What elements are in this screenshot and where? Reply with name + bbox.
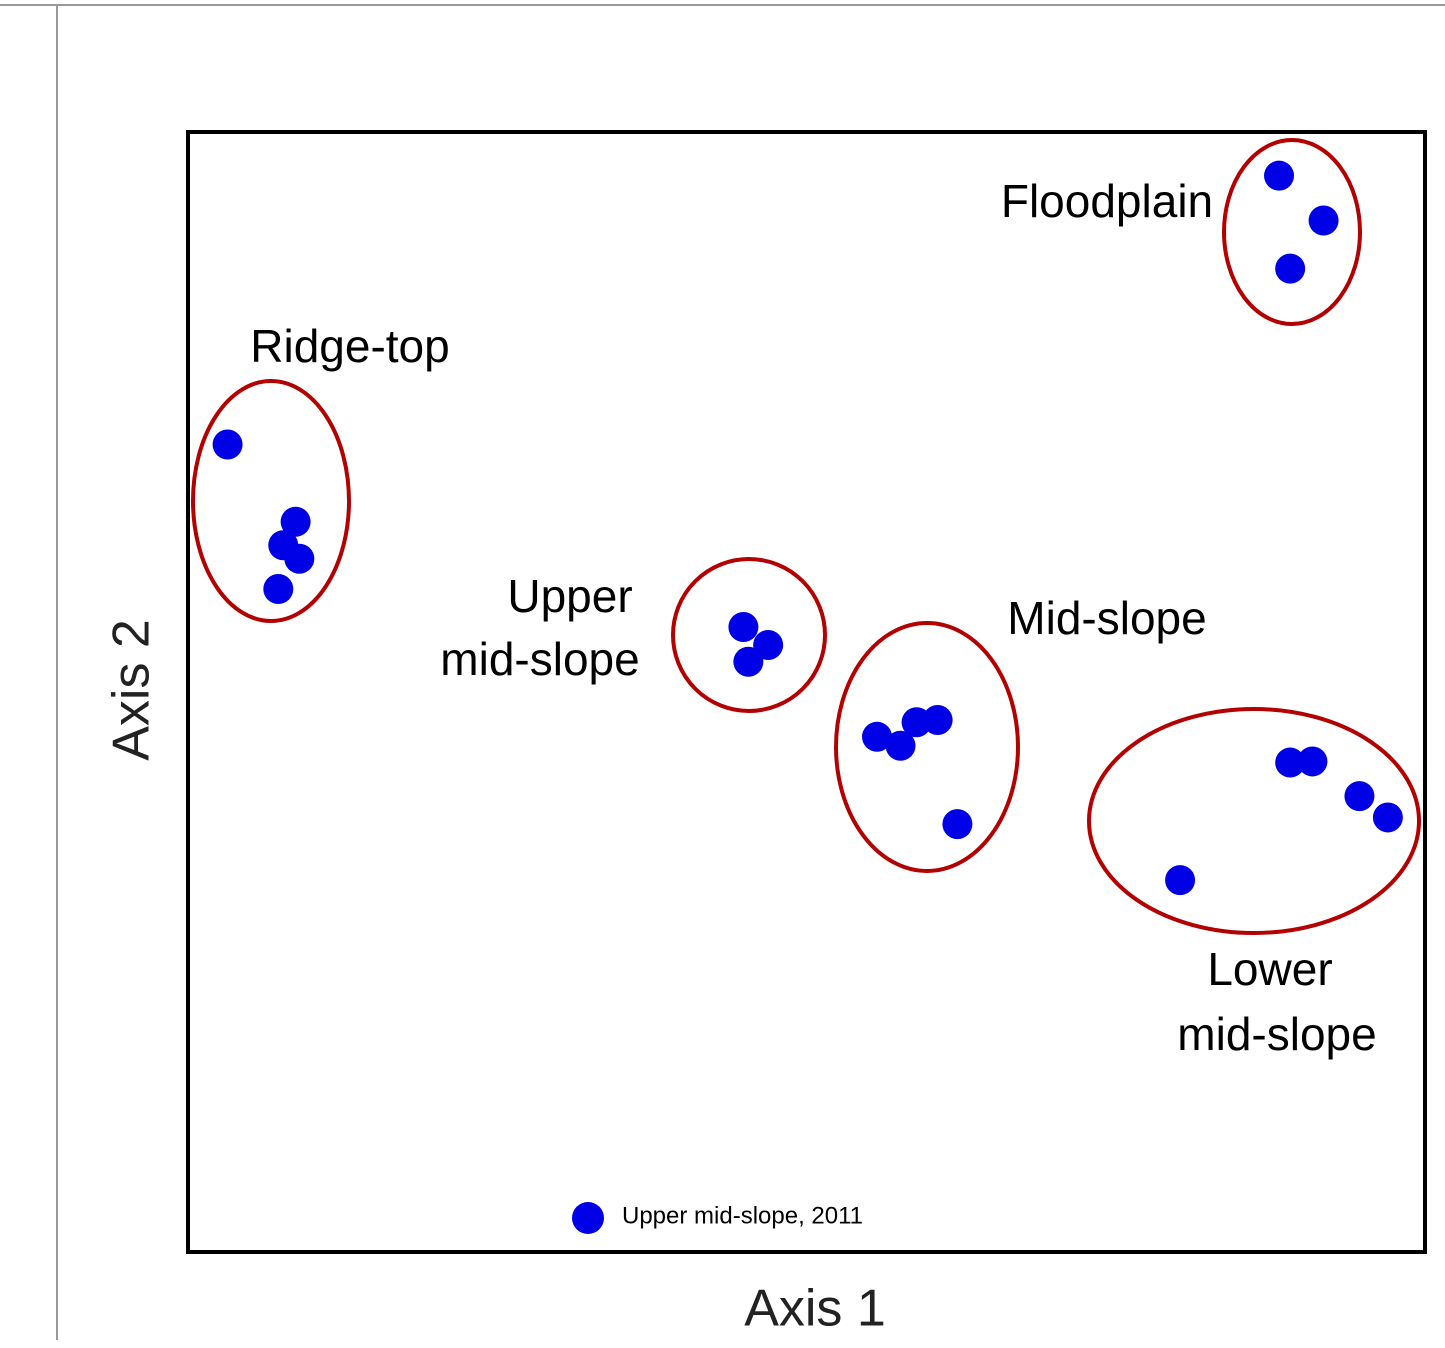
point — [1275, 253, 1306, 284]
point — [733, 646, 764, 677]
y-axis-title: Axis 2 — [103, 619, 161, 761]
cluster-label: Mid-slope — [1007, 592, 1206, 644]
point — [263, 573, 294, 604]
group-ellipse — [671, 557, 827, 713]
point — [1344, 781, 1375, 812]
point — [280, 506, 311, 537]
cluster-label: Floodplain — [1001, 175, 1213, 227]
cluster-label: Ridge-top — [250, 320, 449, 372]
point — [922, 705, 953, 735]
point — [885, 730, 916, 761]
plot-area — [186, 130, 1427, 1254]
cluster-label: mid-slope — [1177, 1008, 1376, 1060]
point — [1165, 865, 1196, 896]
legend-label: Upper mid-slope, 2011 — [622, 1202, 863, 1229]
point — [728, 612, 759, 643]
group-ellipse — [1087, 707, 1421, 935]
x-axis-title: Axis 1 — [744, 1280, 886, 1338]
legend-marker — [572, 1202, 604, 1234]
point — [1275, 747, 1306, 778]
point — [1372, 802, 1403, 833]
cluster-label: mid-slope — [440, 633, 639, 685]
point — [1297, 746, 1328, 777]
point — [212, 429, 243, 460]
cluster-label: Lower — [1207, 943, 1332, 995]
point — [942, 809, 973, 840]
cluster-label: Upper — [507, 570, 632, 622]
group-ellipse — [834, 621, 1020, 873]
point — [1308, 205, 1339, 236]
point — [1264, 160, 1295, 191]
group-ellipse — [1222, 138, 1362, 326]
point — [284, 543, 315, 574]
group-ellipse — [191, 379, 351, 623]
point — [862, 721, 893, 752]
point — [753, 629, 784, 660]
